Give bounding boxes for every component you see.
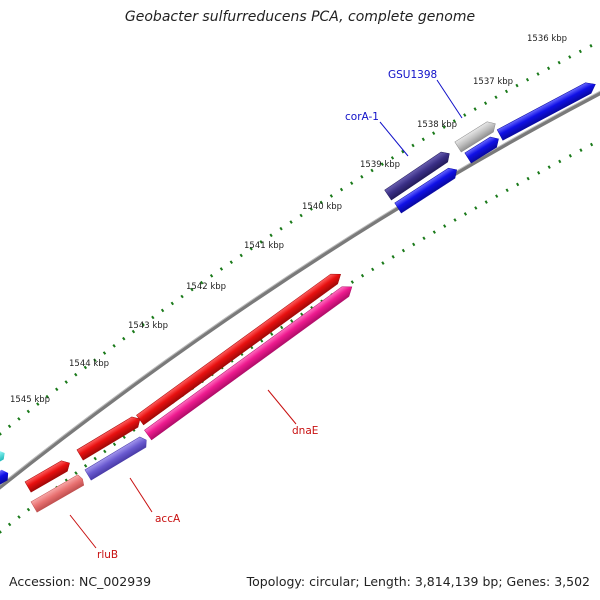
- tick-label-1536: 1536 kbp: [527, 34, 567, 44]
- gene-blue-1537-row2[interactable]: [464, 134, 502, 164]
- gene-dnae[interactable]: [144, 282, 355, 441]
- label-acca: accA: [155, 513, 181, 525]
- tick-label-1539: 1539 kbp: [360, 160, 400, 170]
- tick-labels: 1536 kbp 1537 kbp 1538 kbp 1539 kbp 1540…: [10, 34, 567, 405]
- gene-blue-edge[interactable]: [0, 468, 11, 486]
- outer-tick-ring: [0, 39, 600, 436]
- label-rlub: rluB: [97, 549, 118, 561]
- tick-label-1541: 1541 kbp: [244, 241, 284, 251]
- genome-backbone: [0, 91, 600, 490]
- gene-cora1[interactable]: [384, 149, 453, 201]
- tick-label-1545: 1545 kbp: [10, 395, 50, 405]
- gene-cyan-edge[interactable]: [0, 449, 7, 463]
- gene-red-rluB-forward[interactable]: [24, 458, 73, 493]
- label-gsu1398: GSU1398: [388, 69, 437, 81]
- rlub-leader: [69, 514, 97, 549]
- gene-blue-1536-forward[interactable]: [496, 79, 598, 141]
- tick-label-1543: 1543 kbp: [128, 321, 168, 331]
- tick-label-1540: 1540 kbp: [302, 202, 342, 212]
- gene-red-accA-forward[interactable]: [76, 414, 143, 461]
- gsu1398-leader: [436, 79, 463, 119]
- tick-label-1544: 1544 kbp: [69, 359, 109, 369]
- gene-gsu1398[interactable]: [454, 119, 499, 153]
- label-cora1: corA-1: [345, 111, 379, 123]
- label-dnae: dnaE: [292, 425, 318, 437]
- tick-label-1542: 1542 kbp: [186, 282, 226, 292]
- cora1-leader: [379, 121, 409, 157]
- accession-text: Accession: NC_002939: [9, 574, 152, 589]
- gene-dnae-forward[interactable]: [136, 269, 344, 426]
- genome-summary-text: Topology: circular; Length: 3,814,139 bp…: [246, 574, 590, 589]
- dnae-leader: [267, 389, 297, 425]
- tick-label-1538: 1538 kbp: [417, 120, 457, 130]
- map-title: Geobacter sulfurreducens PCA, complete g…: [124, 9, 476, 25]
- acca-leader: [129, 477, 153, 513]
- inner-tick-ring: [0, 138, 600, 534]
- genome-backbone-highlight: [0, 90, 600, 486]
- tick-label-1537: 1537 kbp: [473, 77, 513, 87]
- gene-rlub[interactable]: [30, 474, 85, 513]
- gene-blue-1539-row2[interactable]: [394, 165, 460, 214]
- gene-acca[interactable]: [84, 435, 149, 481]
